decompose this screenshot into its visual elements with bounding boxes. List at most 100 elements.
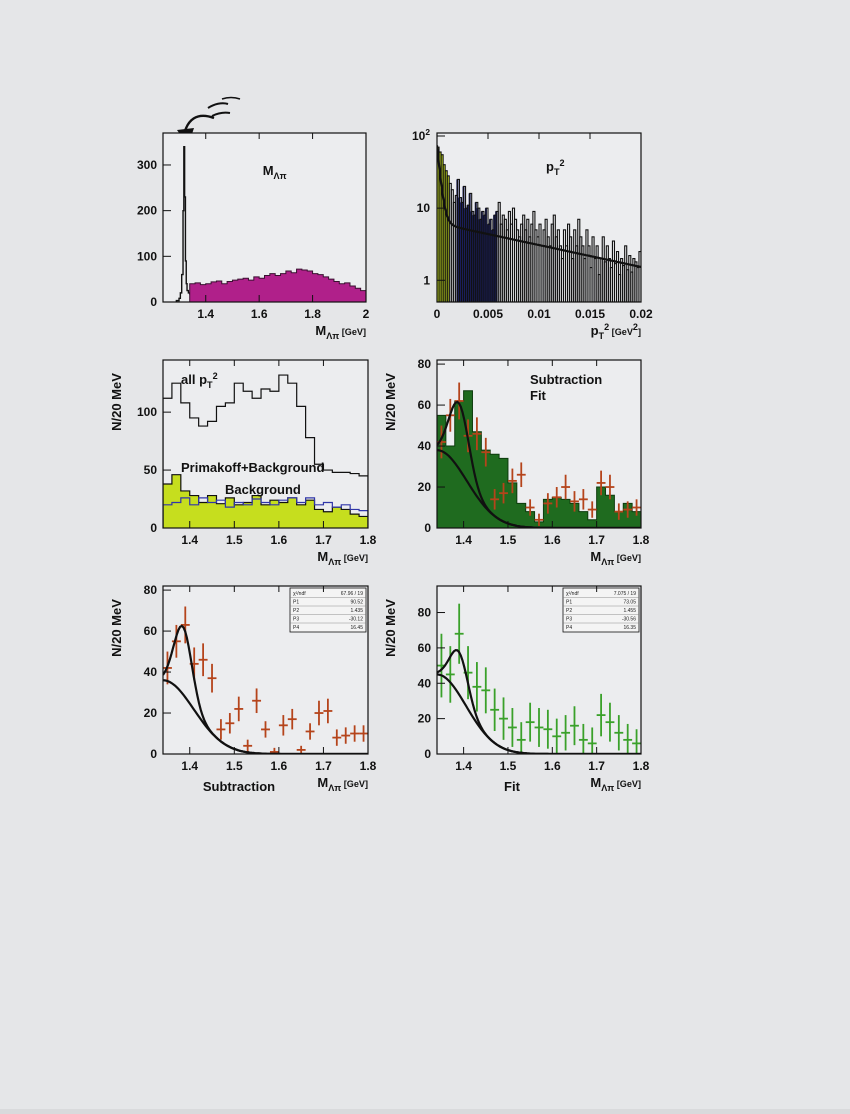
stats-label: P3 xyxy=(293,617,299,623)
subtraction-point-12 xyxy=(543,493,553,514)
x-tick-label: 0.02 xyxy=(629,307,653,321)
subtraction-point-20 xyxy=(614,503,624,520)
stats-value: 90.52 xyxy=(350,600,363,606)
legend-0: Subtraction xyxy=(530,372,602,387)
y-tick-label: 60 xyxy=(418,641,432,655)
x-tick-label: 1.6 xyxy=(271,759,288,773)
data-point-22 xyxy=(359,725,368,742)
data-point-20 xyxy=(614,715,624,751)
subtraction-point-5 xyxy=(481,437,491,467)
subtraction-point-10 xyxy=(525,499,535,516)
data-point-13 xyxy=(552,718,562,754)
y-tick-label: 100 xyxy=(137,405,157,419)
x-axis-label: MΛπ [GeV] xyxy=(317,549,368,567)
stats-value: 73.05 xyxy=(623,600,636,606)
y-tick-label: 40 xyxy=(418,676,432,690)
y-axis-label: N/20 MeV xyxy=(383,373,398,431)
annotation-2: Background xyxy=(225,482,301,497)
stats-frame xyxy=(562,587,640,633)
y-tick-label: 0 xyxy=(150,747,157,761)
y-tick-label: 60 xyxy=(144,624,158,638)
x-tick-label: 1.5 xyxy=(226,759,243,773)
x-tick-label: 0.01 xyxy=(527,307,551,321)
plot-frame xyxy=(162,359,369,529)
x-axis-label: MΛπ [GeV] xyxy=(590,549,641,567)
y-tick-label: 1 xyxy=(423,273,430,287)
data-point-9 xyxy=(243,739,253,752)
x-tick-label: 1.5 xyxy=(500,759,517,773)
x-tick-label: 1.6 xyxy=(544,759,561,773)
x-tick-label: 1.4 xyxy=(181,759,198,773)
data-point-18 xyxy=(596,693,606,737)
x-tick-label: 1.6 xyxy=(271,533,288,547)
stats-value: 7.075 / 19 xyxy=(614,591,636,597)
plot-frame xyxy=(162,585,369,755)
x-axis-label: MΛπ [GeV] xyxy=(317,775,368,793)
x-tick-label: 1.4 xyxy=(197,307,214,321)
stats-label: P4 xyxy=(566,625,572,631)
y-axis-label: N/20 MeV xyxy=(109,599,124,657)
x-tick-label: 0.005 xyxy=(473,307,503,321)
data-point-4 xyxy=(472,662,482,712)
y-tick-label: 60 xyxy=(418,398,432,412)
subtraction-point-2 xyxy=(454,382,464,420)
data-point-14 xyxy=(561,715,571,751)
data-point-6 xyxy=(216,719,226,740)
data-point-7 xyxy=(225,713,235,734)
chart-subtraction-fit: χ²/ndf 67.96 / 19 P1 90.52 P2 1.435 P3 -30.12 P4… xyxy=(109,583,377,794)
data-point-22 xyxy=(632,729,641,754)
y-tick-label: 40 xyxy=(418,439,432,453)
stats-value: 16.45 xyxy=(350,625,363,631)
y-tick-label: 0 xyxy=(424,521,431,535)
x-tick-label: 1.5 xyxy=(226,533,243,547)
x-tick-label: 2 xyxy=(363,307,370,321)
data-point-12 xyxy=(269,747,279,754)
data-point-10 xyxy=(252,688,262,714)
x-tick-label: 1.4 xyxy=(181,533,198,547)
arrow-stroke-3 xyxy=(221,96,241,100)
data-point-10 xyxy=(525,702,535,742)
subtraction-point-8 xyxy=(507,468,517,494)
data-point-19 xyxy=(332,729,342,746)
x-axis-prefix: Fit xyxy=(504,779,521,794)
subtraction-point-21 xyxy=(623,501,633,518)
stats-value: 16.35 xyxy=(623,625,636,631)
stats-value: 1.455 xyxy=(623,608,636,614)
y-tick-label: 300 xyxy=(137,158,157,172)
x-tick-label: 1.7 xyxy=(315,759,332,773)
stats-label: P2 xyxy=(293,608,299,614)
data-point-16 xyxy=(305,723,315,740)
x-tick-label: 1.6 xyxy=(544,533,561,547)
chart-fit-fit: χ²/ndf 7.075 / 19 P1 73.05 P2 1.455 P3 -30.56 P4… xyxy=(383,585,650,794)
x-tick-label: 1.7 xyxy=(588,759,605,773)
x-axis-prefix: Subtraction xyxy=(203,779,275,794)
stats-value: -30.56 xyxy=(622,617,636,623)
y-tick-label: 0 xyxy=(150,295,157,309)
y-tick-label: 80 xyxy=(418,357,432,371)
data-point-11 xyxy=(261,721,270,738)
subtraction-point-18 xyxy=(596,470,606,496)
plot-area xyxy=(163,133,366,302)
x-tick-label: 1.8 xyxy=(360,533,377,547)
x-tick-label: 1.8 xyxy=(633,759,650,773)
band-navy xyxy=(456,179,498,302)
data-point-4 xyxy=(198,643,208,677)
subtraction-point-16 xyxy=(578,489,588,510)
stats-value: 1.435 xyxy=(350,608,363,614)
stats-label: P2 xyxy=(566,608,572,614)
subtraction-point-17 xyxy=(587,501,597,518)
data-point-14 xyxy=(287,708,297,730)
data-point-8 xyxy=(507,708,517,747)
subtraction-point-9 xyxy=(516,462,526,488)
x-tick-label: 1.4 xyxy=(455,759,472,773)
x-tick-label: 1.8 xyxy=(360,759,377,773)
subtraction-point-11 xyxy=(534,513,544,526)
y-tick-label: 20 xyxy=(418,480,432,494)
plot-frame xyxy=(162,132,367,303)
subtraction-point-4 xyxy=(472,417,482,451)
x-tick-label: 1.7 xyxy=(315,533,332,547)
series-all-pt2 xyxy=(163,374,368,528)
plot-area xyxy=(437,360,641,528)
x-tick-label: 1.4 xyxy=(455,533,472,547)
